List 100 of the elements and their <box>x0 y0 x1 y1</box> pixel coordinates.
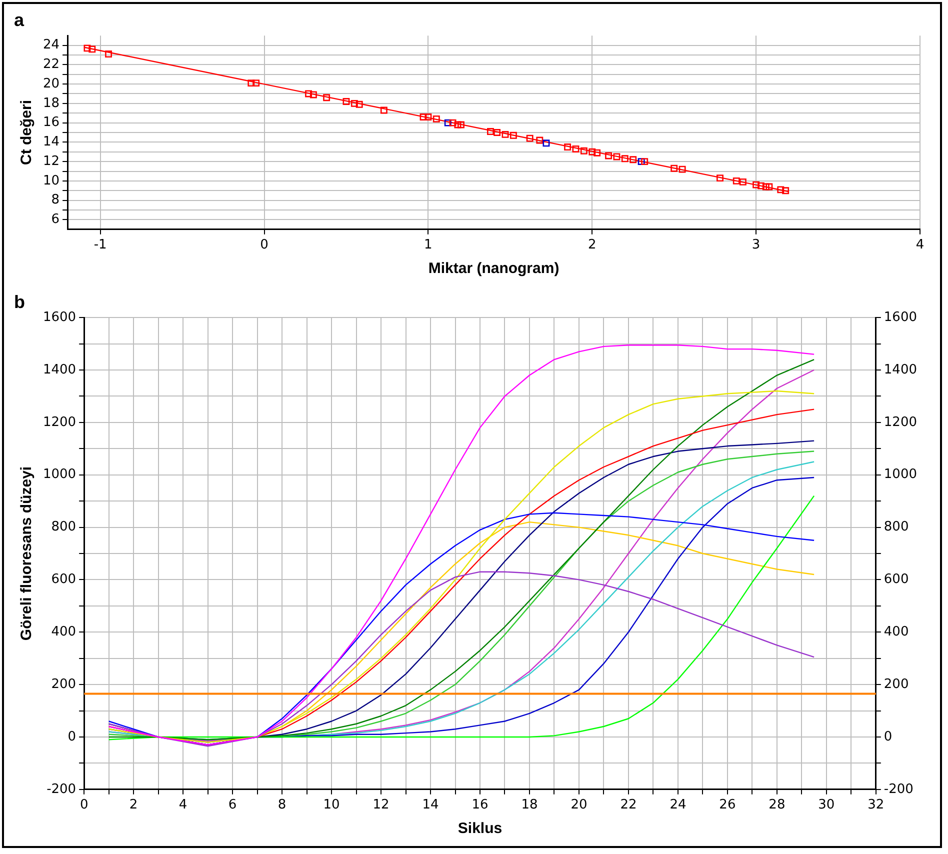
point <box>487 128 494 136</box>
point <box>762 183 770 190</box>
y2-tick-label: 400 <box>884 624 909 640</box>
y-axis-title: Ct değeri <box>18 100 36 166</box>
y-tick-label: 20 <box>42 76 60 92</box>
point <box>594 149 601 156</box>
x-tick-label: 4 <box>178 798 188 813</box>
x-tick-label: 0 <box>80 798 88 813</box>
x-tick-label: -1 <box>94 238 107 253</box>
y2-tick-label: 800 <box>884 520 909 535</box>
y-tick-label: 16 <box>42 115 60 130</box>
point <box>380 106 388 114</box>
y-tick-label: 22 <box>42 57 60 72</box>
point <box>542 140 550 147</box>
point <box>605 152 612 160</box>
y-tick-label: 1400 <box>42 362 76 378</box>
y2-tick-label: 1400 <box>884 362 918 378</box>
chart-title: a <box>14 10 25 30</box>
point <box>638 158 645 166</box>
point <box>777 186 784 194</box>
y-tick-label: 14 <box>42 134 60 150</box>
point <box>444 119 452 126</box>
point <box>458 121 464 128</box>
x-tick-label: 24 <box>670 798 686 813</box>
point <box>350 100 358 107</box>
point <box>356 100 363 108</box>
y-tick-label: 12 <box>42 154 60 169</box>
y2-tick-label: 1600 <box>884 310 918 325</box>
y-tick-label: 1000 <box>42 467 76 482</box>
point <box>88 46 96 53</box>
y-tick-label: 24 <box>42 38 60 53</box>
x-tick-label: 28 <box>768 798 786 813</box>
point <box>739 178 746 186</box>
y-tick-label: 1600 <box>42 310 76 325</box>
point <box>641 158 648 166</box>
point <box>752 181 760 188</box>
y-tick-label: 6 <box>51 212 60 228</box>
y-axis-title: Göreli fluoresans düzeyi <box>18 466 36 641</box>
point <box>342 98 350 105</box>
x-tick-label: 16 <box>472 798 488 813</box>
point <box>424 114 432 120</box>
x-tick-label: 1 <box>424 238 432 253</box>
point <box>248 80 255 87</box>
point <box>510 132 517 139</box>
x-tick-label: 20 <box>570 798 588 813</box>
point <box>420 114 427 120</box>
y2-tick-label: 600 <box>884 572 909 588</box>
point <box>494 129 501 136</box>
x-tick-label: 8 <box>278 798 286 813</box>
x-tick-label: 32 <box>868 798 884 813</box>
point <box>310 91 317 98</box>
y-tick-label: 600 <box>51 572 76 588</box>
point <box>564 144 572 151</box>
point <box>613 153 620 160</box>
y2-tick-label: -200 <box>884 782 914 797</box>
x-axis-title: Siklus <box>458 820 502 838</box>
y-tick-label: 10 <box>42 173 60 188</box>
x-tick-label: 18 <box>521 798 538 813</box>
point <box>323 94 330 102</box>
y-tick-label: 18 <box>42 96 60 111</box>
y-tick-label: 800 <box>51 520 76 535</box>
point <box>84 44 91 52</box>
y-tick-label: 0 <box>68 729 76 744</box>
point <box>502 130 509 138</box>
point <box>588 148 596 156</box>
point <box>580 147 588 154</box>
y-tick-label: 8 <box>51 192 60 208</box>
point <box>526 134 534 142</box>
point <box>105 50 112 58</box>
point <box>449 119 456 126</box>
point <box>572 145 580 152</box>
chart-title: b <box>14 292 25 312</box>
x-tick-label: 12 <box>372 798 390 813</box>
point <box>758 182 764 190</box>
y-tick-label: 1200 <box>42 414 76 430</box>
point <box>630 156 637 164</box>
x-tick-label: 26 <box>719 798 736 813</box>
point <box>678 166 686 173</box>
x-tick-label: 30 <box>818 798 835 813</box>
point <box>621 155 628 162</box>
y-tick-label: -200 <box>46 782 76 797</box>
y-tick-label: 400 <box>51 624 76 640</box>
x-tick-label: 4 <box>916 238 924 253</box>
point <box>670 164 678 172</box>
x-tick-label: 14 <box>422 798 439 813</box>
point <box>432 115 440 122</box>
y2-tick-label: 200 <box>884 676 909 692</box>
y2-tick-label: 0 <box>884 729 892 744</box>
y2-tick-label: 1000 <box>884 467 918 482</box>
x-axis-title: Miktar (nanogram) <box>428 260 560 278</box>
y-tick-label: 200 <box>51 676 76 692</box>
point <box>732 177 740 184</box>
y2-tick-label: 1200 <box>884 414 918 430</box>
x-tick-label: 2 <box>129 798 138 813</box>
point <box>716 174 724 182</box>
x-tick-label: 2 <box>588 238 596 253</box>
point <box>766 183 773 190</box>
x-tick-label: 10 <box>323 798 340 813</box>
point <box>454 121 462 128</box>
x-tick-label: 22 <box>620 798 637 813</box>
